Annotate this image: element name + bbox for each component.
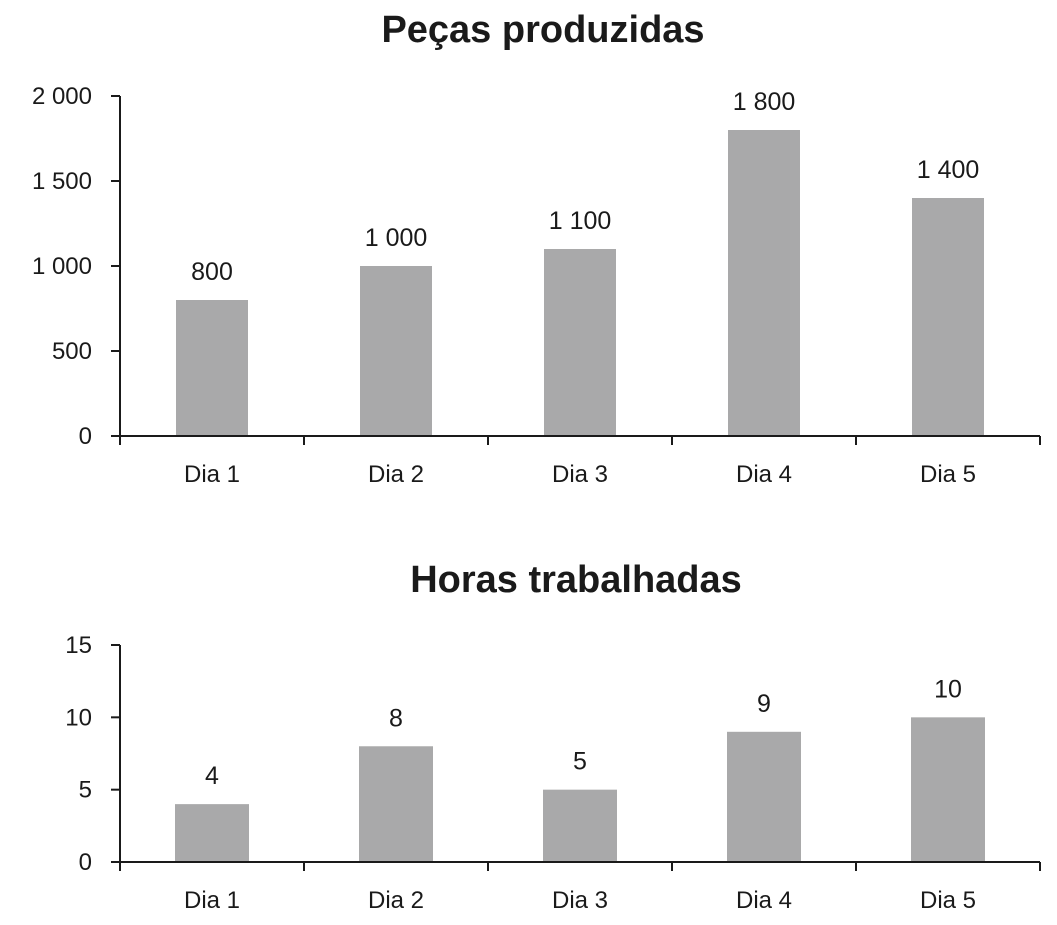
chart-title: Horas trabalhadas <box>410 559 742 601</box>
data-label: 10 <box>934 675 962 703</box>
data-label: 1 800 <box>733 88 796 116</box>
x-tick-label: Dia 4 <box>736 887 792 914</box>
data-label: 1 400 <box>917 156 980 184</box>
bar <box>176 300 248 436</box>
bar <box>543 789 617 862</box>
y-tick-label: 5 <box>79 777 92 804</box>
chart-horas-trabalhadas: Horas trabalhadas 4 Dia 1 8 Dia 2 5 Dia 3 9 Dia… <box>65 559 1041 914</box>
bar <box>727 731 801 862</box>
data-label: 1 000 <box>365 224 428 252</box>
data-label: 1 100 <box>549 207 612 235</box>
x-tick-label: Dia 5 <box>920 461 976 488</box>
y-tick-label: 10 <box>65 704 92 731</box>
bar <box>175 804 249 862</box>
x-tick-label: Dia 5 <box>920 887 976 914</box>
y-tick-label: 500 <box>52 338 92 365</box>
bar <box>544 249 616 436</box>
x-tick-label: Dia 1 <box>184 887 240 914</box>
y-tick-label: 1 000 <box>32 253 92 280</box>
x-tick-label: Dia 2 <box>368 887 424 914</box>
y-tick-label: 0 <box>79 423 92 450</box>
data-label: 4 <box>205 762 219 790</box>
bar <box>728 130 800 436</box>
bar <box>911 717 985 862</box>
bar <box>912 198 984 436</box>
y-tick-label: 1 500 <box>32 168 92 195</box>
x-tick-label: Dia 4 <box>736 461 792 488</box>
chart-pecas-produzidas: Peças produzidas 800 Dia 1 1 000 Dia 2 1 100… <box>32 9 1041 488</box>
data-label: 5 <box>573 748 587 776</box>
chart-title: Peças produzidas <box>381 9 704 51</box>
data-label: 800 <box>191 258 233 286</box>
x-tick-label: Dia 2 <box>368 461 424 488</box>
bar <box>360 266 432 436</box>
data-label: 9 <box>757 690 771 718</box>
y-tick-label: 15 <box>65 632 92 659</box>
bar <box>359 746 433 862</box>
data-label: 8 <box>389 704 403 732</box>
x-tick-label: Dia 3 <box>552 887 608 914</box>
y-tick-label: 2 000 <box>32 83 92 110</box>
x-tick-label: Dia 1 <box>184 461 240 488</box>
y-tick-label: 0 <box>79 849 92 876</box>
x-tick-label: Dia 3 <box>552 461 608 488</box>
